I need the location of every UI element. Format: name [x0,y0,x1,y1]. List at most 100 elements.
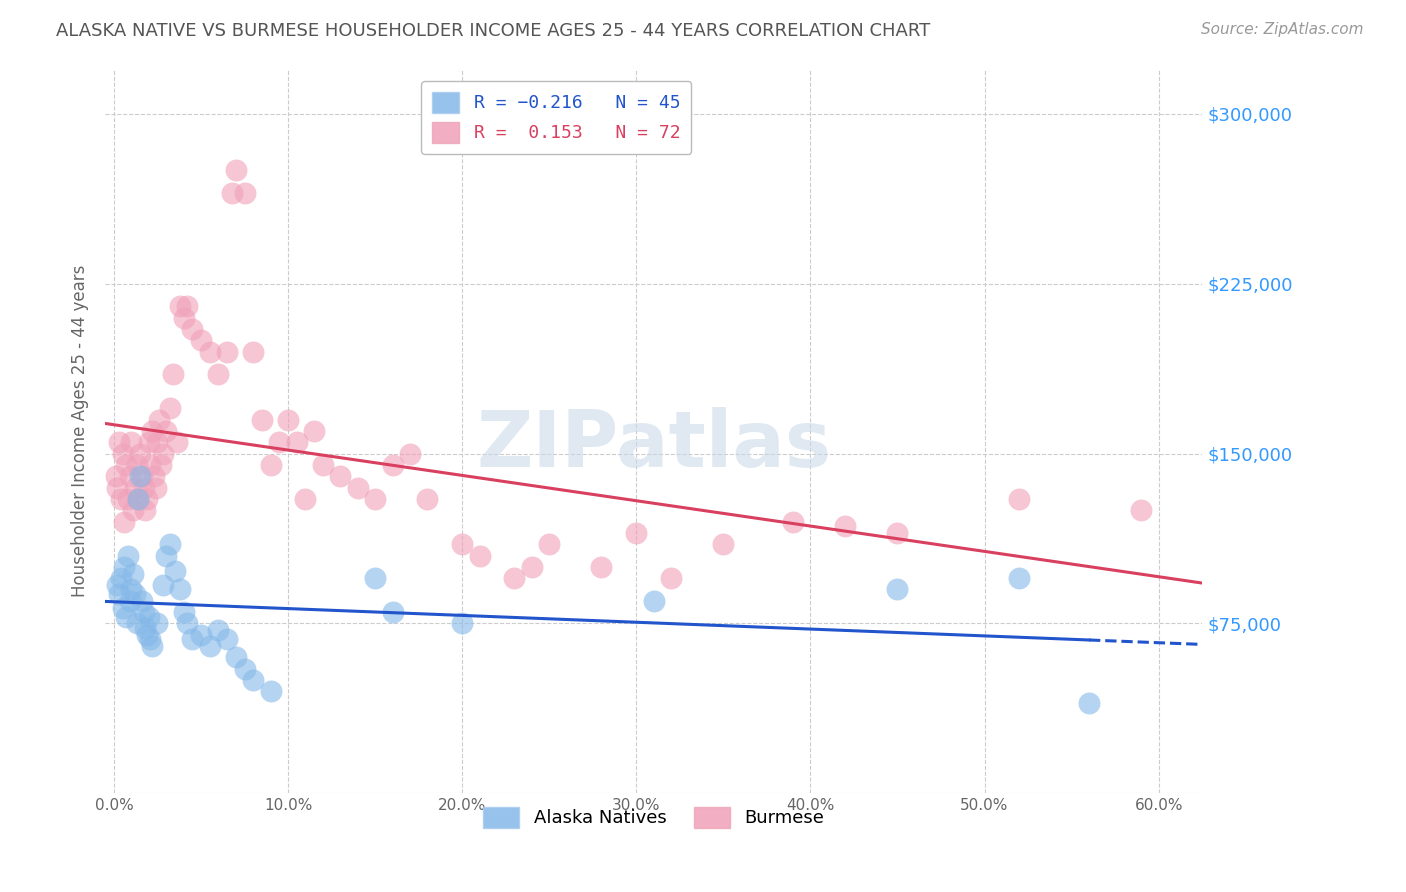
Point [1078,696,1101,710]
Point [136,628,159,642]
Point [120,582,142,597]
Point [122,503,145,517]
Legend: Alaska Natives, Burmese: Alaska Natives, Burmese [477,800,831,835]
Point [520,559,543,574]
Point [225,163,247,178]
Point [451,616,474,631]
Text: ZIPatlas: ZIPatlas [477,408,831,483]
Point [146,616,169,631]
Point [143,469,166,483]
Point [129,469,152,483]
Point [242,344,264,359]
Point [181,322,204,336]
Point [124,481,146,495]
Point [285,435,308,450]
Point [104,469,127,483]
Point [148,412,170,426]
Point [886,582,908,597]
Point [198,639,221,653]
Point [110,571,132,585]
Point [1130,503,1153,517]
Point [138,435,160,450]
Point [127,491,149,506]
Text: Source: ZipAtlas.com: Source: ZipAtlas.com [1201,22,1364,37]
Point [176,299,198,313]
Point [145,481,167,495]
Point [163,565,186,579]
Point [112,515,135,529]
Point [129,447,152,461]
Point [269,435,291,450]
Point [329,469,352,483]
Point [139,632,162,647]
Point [294,491,316,506]
Point [381,605,404,619]
Point [181,632,204,647]
Point [302,424,325,438]
Point [166,435,188,450]
Point [149,458,172,472]
Point [221,186,243,200]
Point [131,594,153,608]
Point [399,447,422,461]
Point [416,491,439,506]
Point [659,571,682,585]
Point [155,549,177,563]
Point [381,458,404,472]
Point [591,559,613,574]
Point [250,412,273,426]
Point [217,632,239,647]
Point [782,515,804,529]
Point [112,559,135,574]
Point [107,578,129,592]
Point [451,537,474,551]
Point [259,458,281,472]
Point [217,344,239,359]
Point [538,537,561,551]
Point [834,519,856,533]
Point [468,549,491,563]
Point [111,600,134,615]
Point [155,424,177,438]
Point [107,481,129,495]
Point [169,299,191,313]
Point [190,628,212,642]
Point [503,571,526,585]
Point [207,368,229,382]
Point [190,334,212,348]
Text: ALASKA NATIVE VS BURMESE HOUSEHOLDER INCOME AGES 25 - 44 YEARS CORRELATION CHART: ALASKA NATIVE VS BURMESE HOUSEHOLDER INC… [56,22,931,40]
Point [125,458,148,472]
Point [1008,571,1031,585]
Point [159,537,181,551]
Point [152,447,174,461]
Point [173,605,195,619]
Point [1008,491,1031,506]
Point [115,458,138,472]
Point [111,447,134,461]
Y-axis label: Householder Income Ages 25 - 44 years: Householder Income Ages 25 - 44 years [72,265,89,597]
Point [711,537,734,551]
Point [152,578,174,592]
Point [225,650,247,665]
Point [141,424,163,438]
Point [141,639,163,653]
Point [173,310,195,325]
Point [886,525,908,540]
Point [162,368,184,382]
Point [118,594,141,608]
Point [124,587,146,601]
Point [132,481,155,495]
Point [125,616,148,631]
Point [346,481,368,495]
Point [146,435,169,450]
Point [169,582,191,597]
Point [242,673,264,687]
Point [122,566,145,581]
Point [233,186,256,200]
Point [312,458,335,472]
Point [108,435,131,450]
Point [198,344,221,359]
Point [176,616,198,631]
Point [626,525,648,540]
Point [233,662,256,676]
